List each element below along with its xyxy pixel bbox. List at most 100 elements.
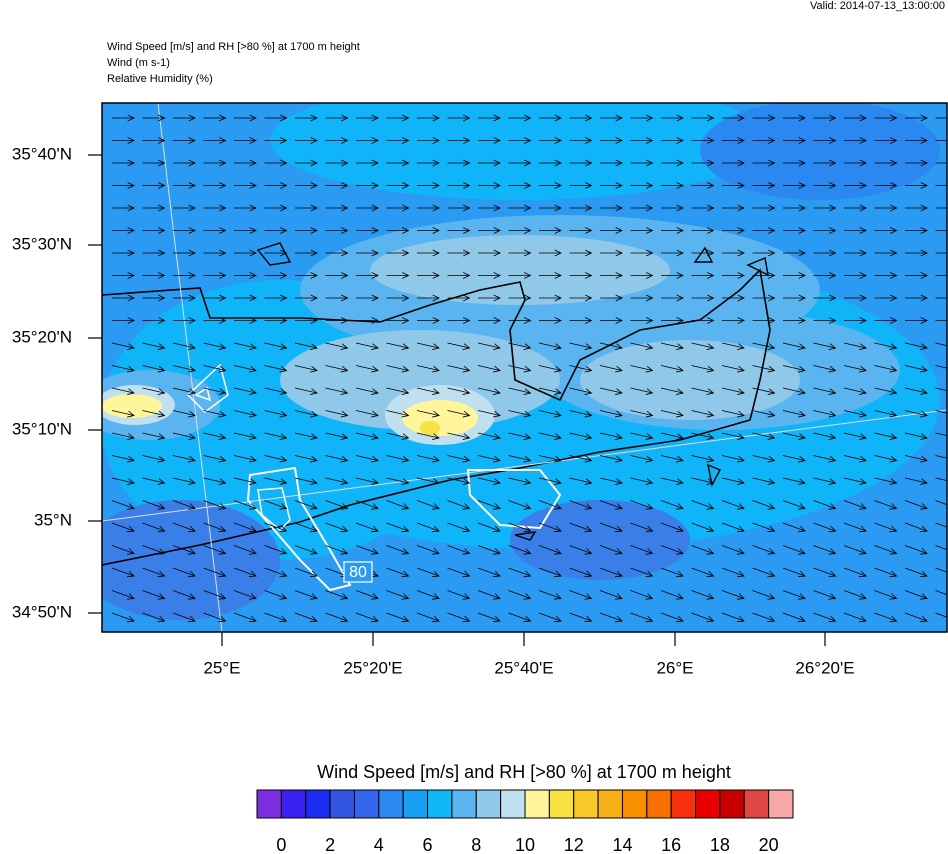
colorbar-label: 0 <box>276 835 286 854</box>
wind-arrow <box>294 432 318 440</box>
wind-arrow <box>660 387 684 395</box>
wind-arrow <box>569 294 593 302</box>
wind-arrow <box>355 477 379 485</box>
wind-arrow <box>112 137 135 144</box>
wind-arrow <box>539 159 562 167</box>
wind-arrow <box>782 567 806 578</box>
wind-arrow <box>173 272 196 279</box>
wind-arrow <box>142 365 166 373</box>
wind-arrow <box>661 114 684 122</box>
colorbar-label: 18 <box>710 835 730 854</box>
wind-arrow <box>447 567 471 578</box>
wind-arrow <box>752 612 776 623</box>
colorbar-box <box>670 789 697 819</box>
wind-arrow <box>386 249 410 257</box>
wind-arrow <box>234 249 257 257</box>
wind-arrow <box>356 114 379 122</box>
wind-arrow <box>477 612 501 623</box>
wind-arrow <box>844 249 867 257</box>
wind-arrow <box>752 227 776 234</box>
wind-arrow <box>813 477 837 485</box>
wind-arrow <box>661 294 684 302</box>
wind-arrow <box>904 365 928 373</box>
wind-arrow <box>203 182 227 189</box>
wind-arrow <box>264 294 288 302</box>
wind-arrow <box>783 294 806 302</box>
wind-arrow <box>630 114 654 122</box>
wind-arrow <box>264 114 288 122</box>
wind-arrow <box>630 317 654 324</box>
wind-arrow <box>600 137 623 144</box>
wind-arrow <box>538 477 562 485</box>
wind-arrow <box>356 272 379 279</box>
wind-arrow <box>722 204 745 212</box>
colorbar-box <box>646 789 672 819</box>
wind-arrow <box>386 432 410 440</box>
wind-arrow <box>600 182 623 189</box>
wind-arrow <box>691 159 715 167</box>
wind-arrow <box>233 590 257 600</box>
wind-arrow <box>691 410 715 418</box>
wind-arrow <box>325 227 349 234</box>
wind-arrow <box>356 159 379 167</box>
wind-arrow <box>691 249 715 257</box>
wind-arrow <box>691 137 715 144</box>
wind-arrow <box>447 137 471 144</box>
wind-arrow <box>386 455 410 463</box>
colorbar-label: 10 <box>515 835 535 854</box>
wind-arrow <box>203 317 227 324</box>
wind-arrow <box>691 545 715 555</box>
wind-arrow <box>599 432 623 440</box>
wind-arrow <box>447 455 471 463</box>
wind-arrow <box>386 590 410 600</box>
wind-arrow <box>813 612 837 623</box>
wind-arrow <box>447 342 471 350</box>
wind-arrow <box>203 432 227 440</box>
wind-arrow <box>203 159 227 167</box>
wind-arrow <box>142 500 166 510</box>
wind-arrow <box>508 317 532 324</box>
wind-arrow <box>600 294 623 302</box>
wind-arrow <box>722 317 745 324</box>
colorbar-box <box>719 789 745 819</box>
wind-arrow <box>630 477 654 485</box>
wind-arrow <box>478 317 501 324</box>
wind-arrow <box>203 249 227 257</box>
wind-arrow <box>447 612 471 623</box>
wind-arrow <box>447 365 471 373</box>
wind-arrow <box>295 137 318 144</box>
wind-arrow <box>203 294 227 302</box>
wind-arrow <box>569 387 593 395</box>
wind-arrow <box>264 365 288 373</box>
wind-arrow <box>660 522 684 533</box>
wind-arrow <box>264 227 288 234</box>
colorbar-box <box>500 789 526 819</box>
wind-arrow <box>569 137 593 144</box>
wind-arrow <box>874 432 898 440</box>
wind-arrow <box>661 317 684 324</box>
wind-arrow <box>539 249 562 257</box>
wind-arrow <box>782 545 806 555</box>
wind-arrow <box>874 522 898 533</box>
wind-arrow <box>904 477 928 485</box>
wind-arrow <box>569 317 593 324</box>
wind-arrow <box>294 455 318 463</box>
wind-arrow <box>904 432 928 440</box>
wind-arrow <box>356 227 379 234</box>
wind-arrow <box>874 455 898 463</box>
wind-arrow <box>874 567 898 578</box>
wind-arrow <box>904 342 928 350</box>
wind-arrow <box>874 137 898 144</box>
wind-arrow <box>904 410 928 418</box>
wind-arrow <box>660 477 684 485</box>
colorbar-title: Wind Speed [m/s] and RH [>80 %] at 1700 … <box>317 762 731 782</box>
wind-arrow <box>172 455 196 463</box>
wind-arrow <box>874 477 898 485</box>
wind-arrow <box>203 545 227 555</box>
wind-arrow <box>569 410 593 418</box>
wind-arrow <box>142 522 166 533</box>
wind-arrow <box>722 159 745 167</box>
colorbar-box <box>743 789 770 819</box>
wind-arrow <box>661 137 684 144</box>
wind-arrow <box>539 272 562 279</box>
